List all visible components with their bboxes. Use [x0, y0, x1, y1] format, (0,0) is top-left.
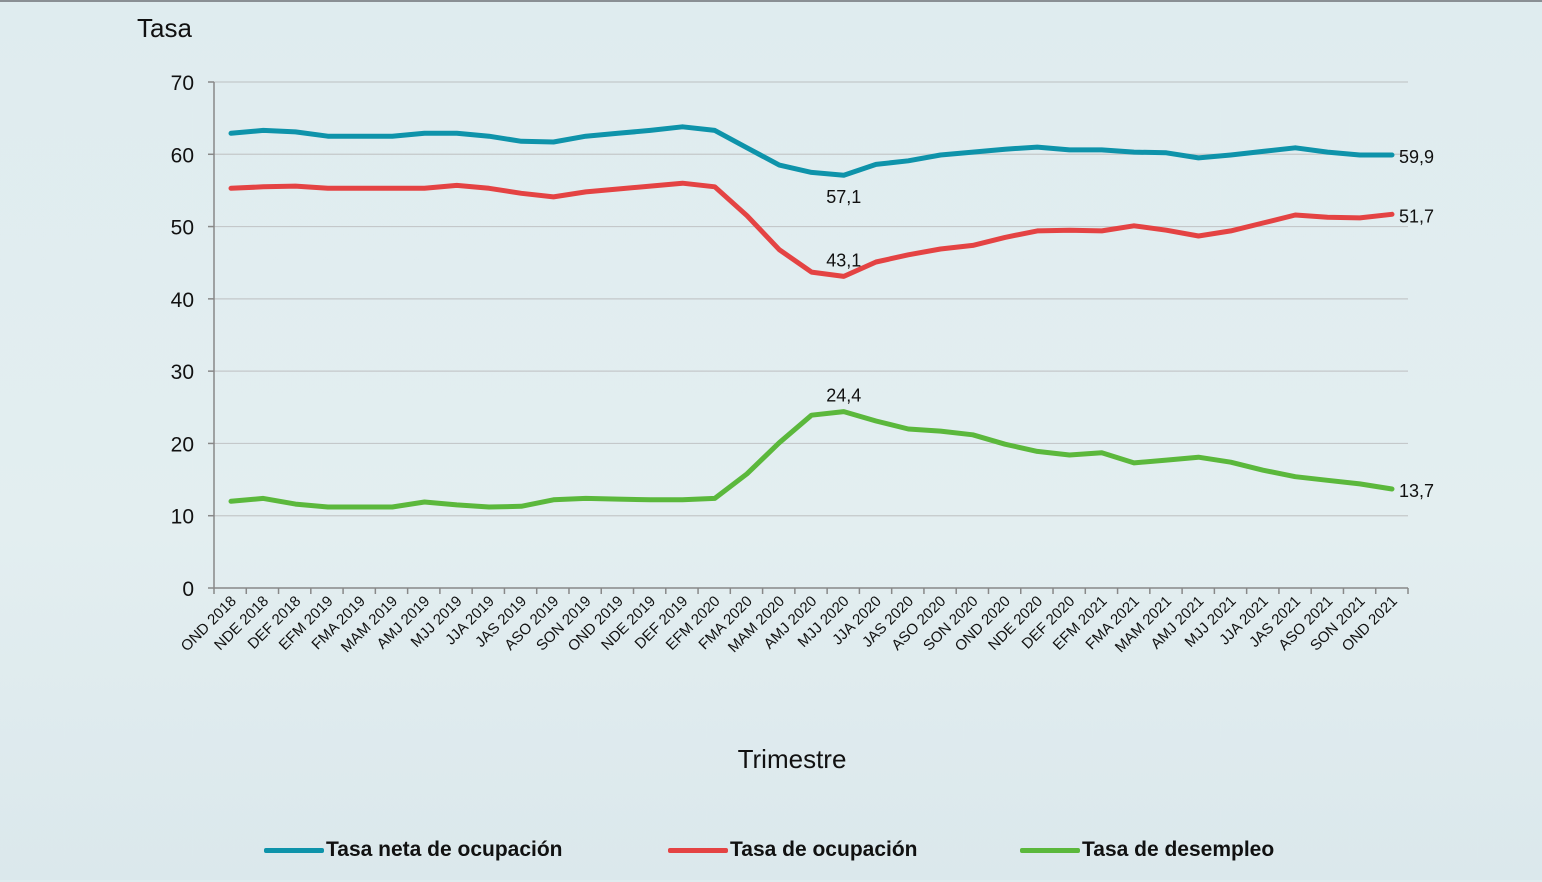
legend-label: Tasa de desempleo: [1082, 838, 1274, 862]
y-tick-label: 60: [171, 144, 194, 167]
data-label: 24,4: [826, 386, 861, 406]
y-tick-label: 70: [171, 72, 194, 95]
legend-swatch: [668, 848, 728, 853]
series-line-2: [231, 412, 1392, 507]
data-label: 43,1: [826, 250, 861, 270]
y-tick-label: 0: [182, 578, 194, 601]
data-label: 13,7: [1399, 481, 1434, 501]
y-axis-title: Tasa: [137, 13, 192, 43]
y-tick-label: 20: [171, 433, 194, 456]
legend-item-tasa-neta: Tasa neta de ocupación: [264, 838, 563, 862]
legend-label: Tasa de ocupación: [730, 838, 918, 862]
y-tick-label: 10: [171, 506, 194, 529]
y-tick-label: 40: [171, 289, 194, 312]
series-line-1: [231, 183, 1392, 276]
legend-item-tasa-ocupacion: Tasa de ocupación: [668, 838, 918, 862]
y-tick-label: 50: [171, 217, 194, 240]
data-label: 59,9: [1399, 147, 1434, 167]
series-line-0: [231, 127, 1392, 175]
data-label: 57,1: [826, 187, 861, 207]
y-tick-label: 30: [171, 361, 194, 384]
legend-swatch: [264, 848, 324, 853]
x-axis-title: Trimestre: [738, 744, 847, 774]
legend-label: Tasa neta de ocupación: [326, 838, 563, 862]
data-label: 51,7: [1399, 206, 1434, 226]
legend-item-tasa-desempleo: Tasa de desempleo: [1020, 838, 1274, 862]
legend-swatch: [1020, 848, 1080, 853]
